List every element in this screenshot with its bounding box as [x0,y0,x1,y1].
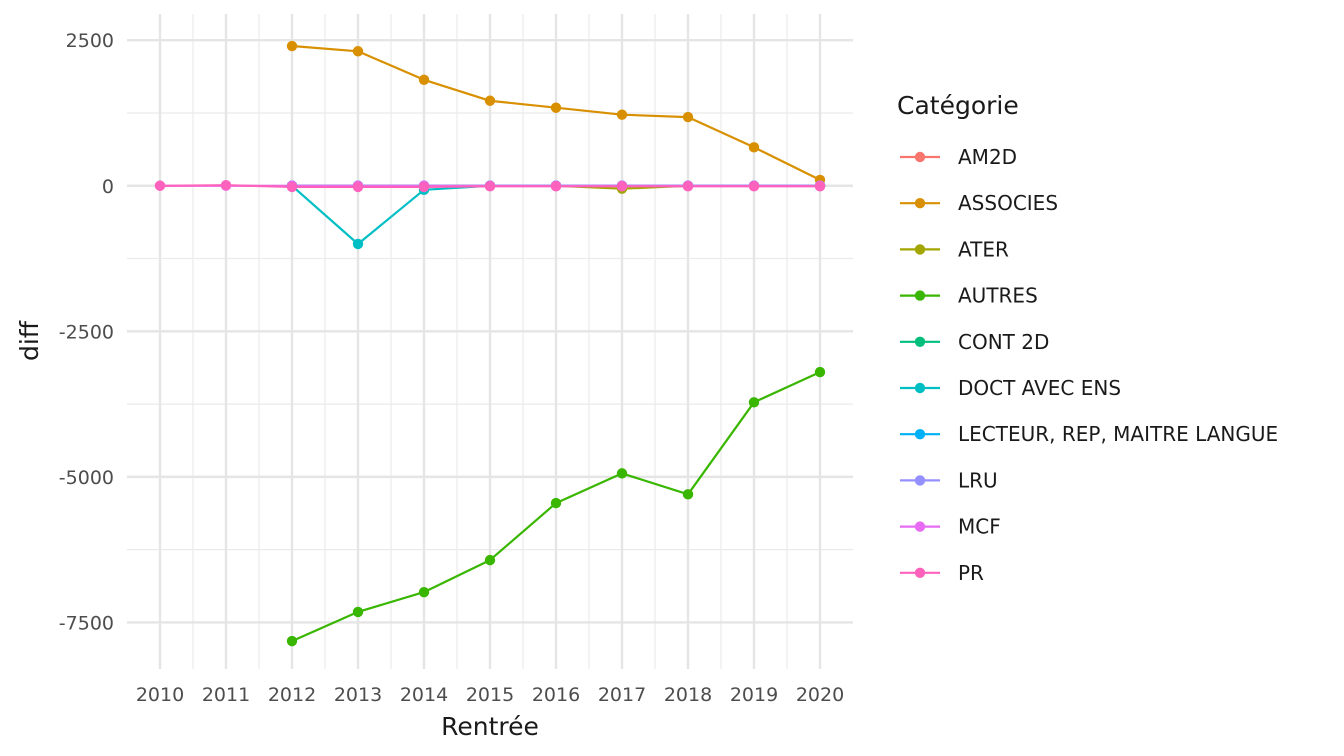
y-axis-title: diff [15,320,44,361]
data-point [682,489,694,500]
legend-item: LRU [900,468,998,492]
legend-label: CONT 2D [958,330,1049,354]
y-tick-label: -2500 [59,321,114,343]
data-point [616,109,628,120]
data-point [748,397,760,408]
legend-key-point [914,151,926,163]
data-point [418,181,430,193]
major-gridlines [127,14,853,669]
data-point [616,468,628,479]
legend-key-point [914,429,926,440]
legend-item: CONT 2D [900,330,1049,354]
legend-item: AUTRES [900,284,1038,308]
x-tick-label: 2016 [532,684,580,706]
legend-item: ASSOCIES [900,191,1058,215]
legend: Catégorie AM2D ASSOCIES ATER AUTRES CONT 2D D… [897,91,1278,585]
data-point [748,181,760,192]
legend-item: LECTEUR, REP, MAITRE LANGUE [900,422,1278,446]
legend-key-point [914,244,926,255]
data-point [682,111,694,123]
data-point [418,74,430,85]
legend-label: AUTRES [958,284,1038,308]
legend-key-point [914,567,926,578]
legend-item: DOCT AVEC ENS [900,376,1121,400]
legend-title: Catégorie [897,91,1019,120]
data-point [814,366,826,378]
legend-item: PR [900,561,984,585]
legend-key-point [914,336,926,347]
data-point [484,181,496,192]
x-tick-label: 2012 [268,684,316,706]
x-tick-label: 2017 [598,684,646,706]
x-tick-label: 2013 [334,684,382,706]
legend-item: AM2D [900,145,1017,169]
data-point [154,180,166,191]
series-layer [154,40,826,647]
x-tick-label: 2015 [466,684,514,706]
data-point [352,181,364,193]
legend-label: AM2D [958,145,1017,169]
y-tick-label: 2500 [66,30,114,52]
x-tick-label: 2014 [400,684,448,706]
x-tick-label: 2018 [664,684,712,706]
legend-item: MCF [900,515,1001,539]
data-point [484,95,496,106]
legend-label: DOCT AVEC ENS [958,376,1121,400]
data-point [352,606,364,618]
data-point [418,586,430,598]
x-tick-label: 2020 [796,684,844,706]
x-tick-label: 2011 [202,684,250,706]
data-point [220,179,232,191]
x-axis-title: Rentrée [441,712,539,741]
legend-label: ATER [958,237,1009,261]
legend-label: LECTEUR, REP, MAITRE LANGUE [958,422,1278,446]
data-point [616,181,628,192]
data-point [484,554,496,566]
x-tick-label: 2019 [730,684,778,706]
legend-key-point [914,475,926,486]
x-tick-label: 2010 [136,684,184,706]
legend-label: LRU [958,468,998,492]
data-point [352,46,364,57]
data-point [814,181,826,192]
data-point [286,635,298,647]
legend-key-point [914,290,926,301]
x-axis-ticks: 2010 2011 2012 2013 2014 2015 2016 2017 2018 2019… [136,684,844,706]
y-tick-label: -7500 [59,612,114,634]
data-point [286,181,298,193]
legend-key-point [914,382,926,394]
legend-item: ATER [900,237,1009,261]
data-point [550,102,562,113]
data-point [286,40,298,52]
y-tick-label: -5000 [59,467,114,489]
legend-label: PR [958,561,984,585]
data-point [682,181,694,192]
y-axis-ticks: 2500 0 -2500 -5000 -7500 [59,30,114,634]
y-tick-label: 0 [102,176,114,198]
data-point [550,181,562,192]
legend-key-point [914,198,926,209]
legend-label: MCF [958,515,1001,539]
legend-label: ASSOCIES [958,191,1058,215]
data-point [550,497,562,509]
legend-key-point [914,521,926,532]
data-point [352,238,364,250]
data-point [748,142,760,153]
